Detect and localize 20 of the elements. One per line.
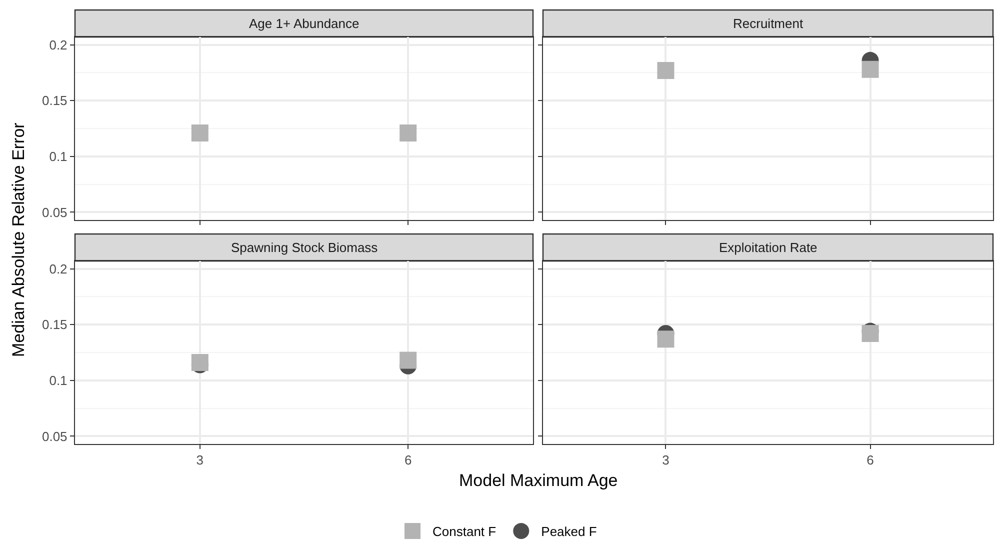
- y-tick-label: 0.2: [49, 37, 68, 52]
- x-tick-label: 6: [404, 452, 412, 468]
- x-tick-label: 3: [196, 452, 204, 468]
- chart-title: Spawning Stock Biomass: [231, 240, 378, 255]
- x-tick-label: 6: [866, 452, 874, 468]
- y-tick-label: 0.1: [49, 372, 68, 388]
- x-tick-label: 3: [662, 452, 670, 468]
- legend-label: Peaked F: [541, 524, 597, 540]
- y-tick-label: 0.1: [49, 148, 68, 164]
- y-tick-label: 0.05: [42, 204, 68, 220]
- legend-label: Constant F: [432, 524, 496, 540]
- y-tick-label: 0.05: [42, 428, 68, 444]
- y-tick-label: 0.2: [49, 261, 68, 276]
- chart-title: Exploitation Rate: [719, 240, 818, 255]
- y-tick-label: 0.15: [42, 93, 68, 108]
- y-axis-title: Median Absolute Relative Error: [9, 122, 28, 357]
- x-axis-title: Model Maximum Age: [459, 471, 618, 490]
- y-tick-label: 0.15: [42, 317, 68, 332]
- chart-title: Recruitment: [733, 16, 804, 31]
- chart-title: Age 1+ Abundance: [249, 16, 360, 31]
